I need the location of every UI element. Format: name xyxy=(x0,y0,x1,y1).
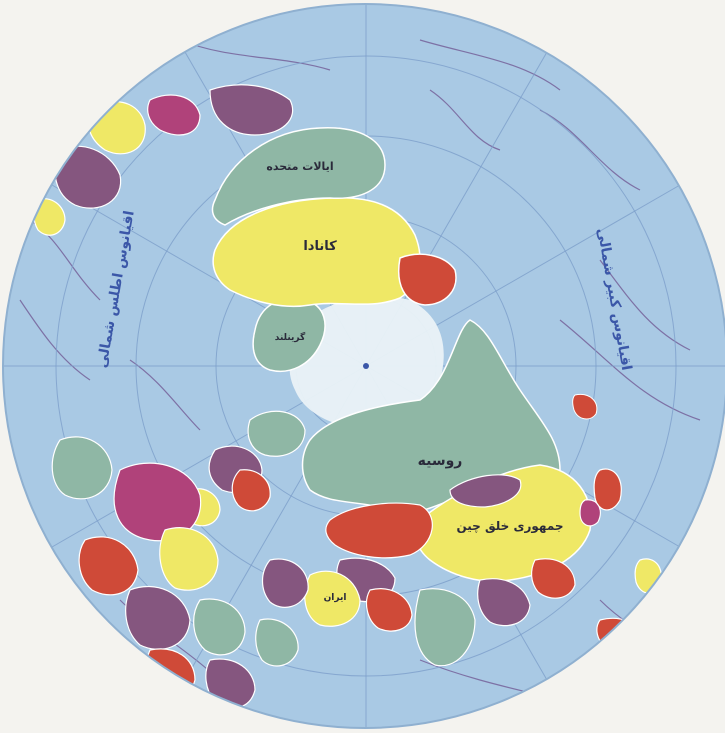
iran xyxy=(304,570,361,627)
label-china: جمهوری خلق چین xyxy=(456,519,563,534)
kazakhstan xyxy=(325,502,433,559)
alaska xyxy=(398,253,457,306)
north-pole-marker xyxy=(363,363,369,369)
south-america-north xyxy=(54,145,122,209)
label-usa: ایالات متحده xyxy=(266,160,333,173)
label-russia: روسیه xyxy=(418,453,463,469)
india xyxy=(414,588,476,667)
arctic-ice xyxy=(289,296,444,429)
label-greenland: گرینلند xyxy=(275,331,306,343)
africa-red xyxy=(78,536,139,596)
philippines xyxy=(634,558,662,594)
arabia xyxy=(261,558,309,608)
mongolia xyxy=(449,474,522,508)
africa-horn xyxy=(255,618,299,667)
mexico-region xyxy=(209,84,294,136)
aleutian-red xyxy=(572,393,598,420)
usa xyxy=(211,127,386,226)
southeast-asia xyxy=(477,578,531,627)
label-canada: کانادا xyxy=(303,239,337,254)
africa-west xyxy=(51,436,113,500)
korea xyxy=(579,499,601,527)
europe-center-red xyxy=(231,469,271,512)
label-iran: ایران xyxy=(324,593,347,603)
caribbean xyxy=(147,94,201,136)
russia xyxy=(301,319,561,514)
globe-outline xyxy=(2,3,725,729)
afghanistan-pakistan xyxy=(365,588,413,632)
africa-green-south xyxy=(193,598,246,656)
japan xyxy=(593,468,622,511)
scandinavia xyxy=(247,410,306,457)
africa-yellow xyxy=(159,527,219,591)
africa-purple xyxy=(125,585,191,650)
southeast-asia-red xyxy=(531,558,576,599)
